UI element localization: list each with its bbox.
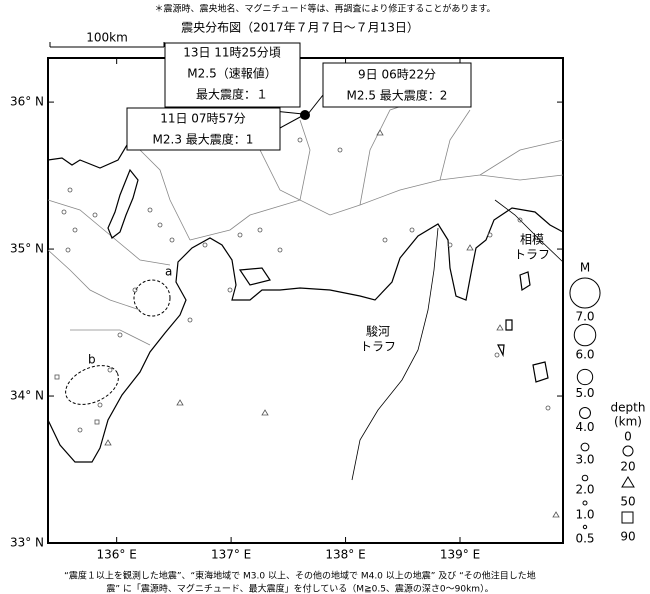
depth-symbol — [621, 511, 634, 524]
islands — [497, 271, 549, 383]
magnitude-label: 7.0 — [575, 310, 594, 324]
legend-title: M — [580, 261, 590, 275]
region-a — [133, 279, 171, 317]
callout-text: 13日 11時25分頃 — [183, 46, 281, 60]
lon-label: 139° E — [440, 548, 480, 562]
magnitude-label: 3.0 — [575, 452, 594, 466]
callout-text: M2.5 最大震度：2 — [347, 88, 448, 103]
peninsula — [238, 267, 271, 286]
sagami-trough — [494, 199, 564, 263]
coastline — [47, 207, 564, 463]
lat-label: 36° N — [10, 95, 44, 109]
lat-label: 33° N — [10, 536, 44, 550]
magnitude-symbol — [576, 368, 594, 386]
callout: 9日 06時22分 M2.5 最大震度：2 — [307, 62, 472, 115]
depth-label: 20 — [620, 460, 635, 474]
magnitude-symbol — [579, 407, 591, 419]
legend-unit: (km) — [614, 415, 642, 429]
epicenter-main — [300, 110, 310, 120]
legend-title: depth — [611, 401, 646, 415]
trough-label: トラフ — [514, 248, 550, 262]
magnitude-symbol — [582, 500, 588, 506]
depth-label: 90 — [620, 530, 635, 544]
lat-label: 34° N — [10, 389, 44, 403]
map-title: 震央分布図（2017年７月７日～７月13日） — [181, 21, 419, 35]
magnitude-label: 0.5 — [575, 532, 594, 546]
depth-label: 50 — [620, 495, 635, 509]
callout: 11日 07時57分 M2.3 最大震度：1 — [126, 107, 303, 151]
lat-label: 35° N — [10, 242, 44, 256]
region-label: a — [165, 265, 172, 279]
magnitude-label: 6.0 — [575, 347, 594, 361]
trough-label: トラフ — [360, 340, 396, 354]
callout-text: M2.5（速報値） — [187, 66, 276, 81]
lon-label: 136° E — [97, 548, 137, 562]
trough-label: 相模 — [520, 233, 544, 247]
footer-note: 震” に「震源時、マグニチュード、最大震度」を付している（M≧0.5、震源の深さ… — [106, 583, 493, 594]
callout: 13日 11時25分頃 M2.5（速報値） 最大震度：１ — [164, 42, 304, 115]
magnitude-label: 2.0 — [575, 483, 594, 497]
depth-symbol — [622, 445, 634, 457]
map-frame — [47, 57, 564, 544]
depth-symbol — [621, 476, 635, 488]
lon-label: 137° E — [211, 548, 251, 562]
epicenters — [54, 129, 560, 518]
magnitude-symbol — [569, 277, 601, 309]
magnitude-symbol — [580, 442, 590, 452]
lake — [107, 168, 139, 239]
callout-text: 9日 06時22分 — [358, 68, 436, 82]
magnitude-symbol — [582, 524, 588, 530]
magnitude-label: 1.0 — [575, 508, 594, 522]
scale-bar: 100km — [49, 31, 165, 48]
coastline-north — [47, 139, 131, 169]
footer-note: “震度１以上を観測した地震”、“東海地域で M3.0 以上、その他の地域で M4… — [64, 570, 536, 582]
callout-text: M2.3 最大震度：1 — [153, 132, 254, 147]
revision-note: ＊震源時、震央地名、マグニチュード等は、再調査により修正することがあります。 — [155, 3, 496, 15]
magnitude-symbol — [573, 323, 597, 347]
magnitude-label: 4.0 — [575, 420, 594, 434]
lon-label: 138° E — [325, 548, 365, 562]
magnitude-symbol — [581, 474, 589, 482]
suruga-trough — [351, 227, 439, 481]
scale-label: 100km — [86, 31, 128, 45]
magnitude-label: 5.0 — [575, 386, 594, 400]
callout-text: 最大震度：１ — [196, 87, 268, 102]
region-b — [65, 365, 119, 405]
trough-label: 駿河 — [366, 325, 390, 339]
region-label: b — [88, 353, 96, 367]
depth-label: 0 — [624, 430, 632, 444]
callout-text: 11日 07時57分 — [160, 112, 246, 126]
